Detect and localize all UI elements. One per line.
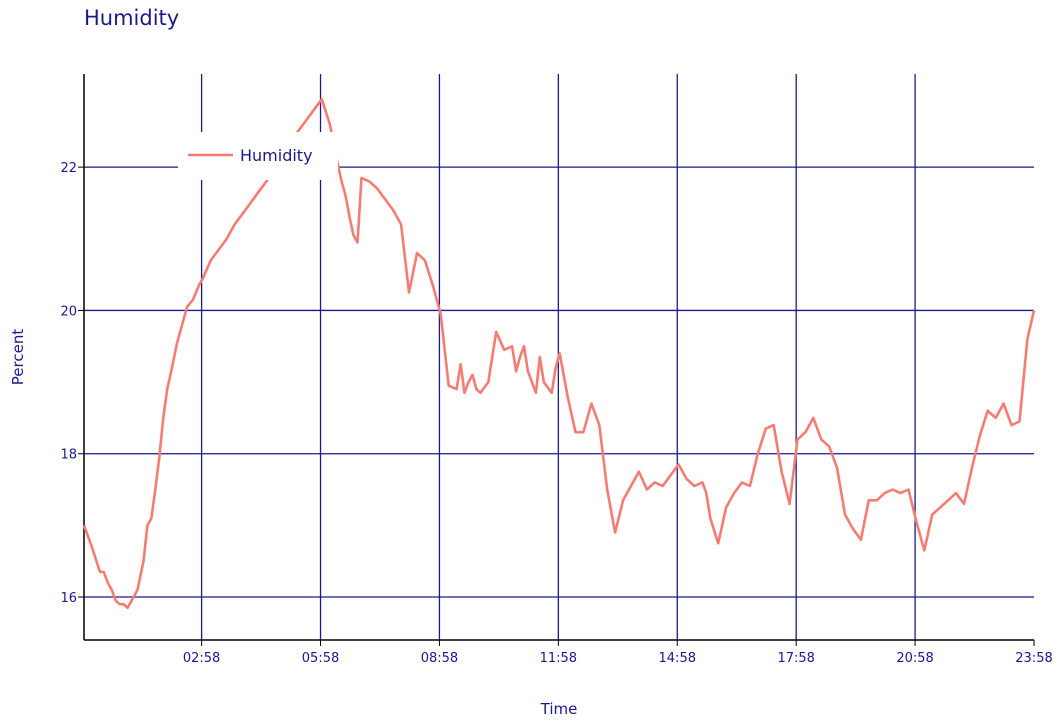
grid-lines	[84, 74, 1034, 640]
y-axis-ticks: 16 18 20 22	[60, 161, 84, 606]
legend-label-humidity: Humidity	[240, 146, 313, 165]
y-tick-label: 16	[60, 591, 77, 606]
x-tick-label: 17:58	[777, 651, 814, 666]
x-tick-label: 23:58	[1015, 651, 1052, 666]
x-tick-label: 05:58	[302, 651, 339, 666]
humidity-series-line	[82, 97, 1036, 610]
x-tick-label: 08:58	[421, 651, 458, 666]
legend: Humidity	[178, 132, 338, 180]
y-tick-label: 22	[60, 161, 77, 176]
x-axis-ticks: 02:58 05:58 08:58 11:58 14:58 17:58 20:58 23:58	[183, 640, 1053, 666]
y-axis-label: Percent	[9, 329, 27, 386]
x-axis-label: Time	[540, 700, 578, 718]
y-tick-label: 18	[60, 448, 77, 463]
x-tick-label: 14:58	[659, 651, 696, 666]
y-tick-label: 20	[60, 304, 77, 319]
x-tick-label: 20:58	[896, 651, 933, 666]
x-tick-label: 02:58	[183, 651, 220, 666]
chart-title: Humidity	[84, 6, 180, 30]
x-tick-label: 11:58	[540, 651, 577, 666]
